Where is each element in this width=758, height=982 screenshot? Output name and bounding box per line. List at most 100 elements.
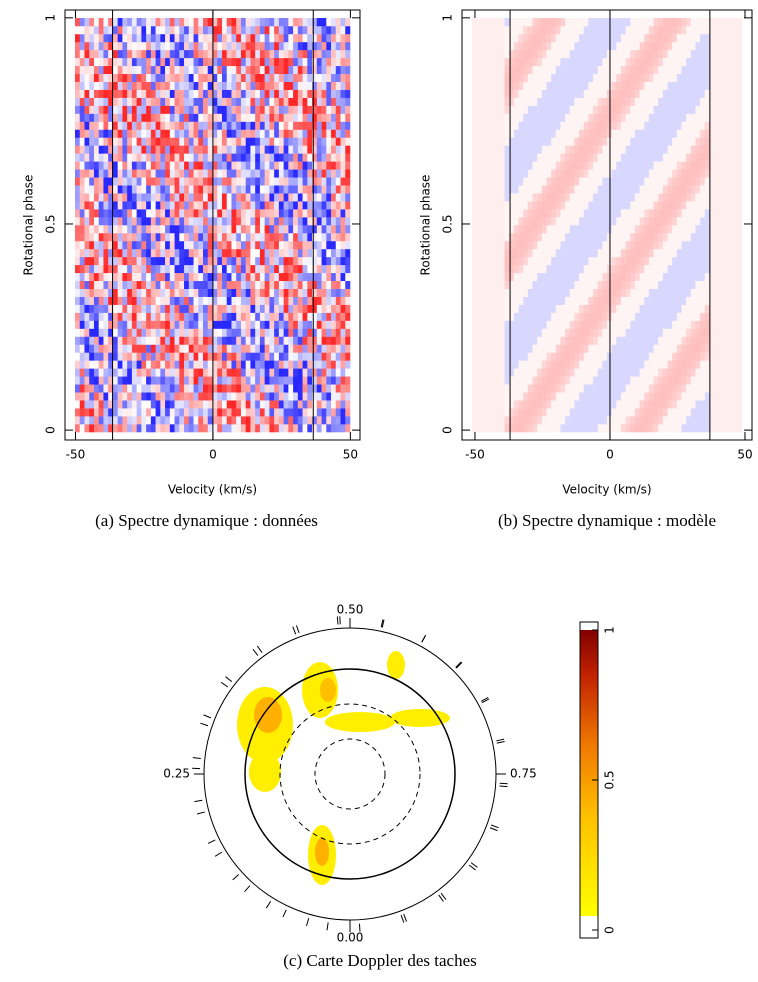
cell <box>99 360 104 368</box>
cell <box>686 329 691 337</box>
cell <box>203 321 208 329</box>
cell <box>265 241 270 249</box>
cell <box>495 233 500 241</box>
cell <box>307 42 312 50</box>
cell <box>222 106 227 114</box>
cell <box>303 249 308 257</box>
cell <box>472 185 477 193</box>
cell <box>551 424 556 432</box>
cell <box>175 376 180 384</box>
cell <box>705 336 710 344</box>
cell <box>621 185 626 193</box>
cell <box>331 98 336 106</box>
cell <box>341 384 346 392</box>
cell <box>189 281 194 289</box>
cell <box>80 408 85 416</box>
cell <box>293 201 298 209</box>
cell <box>75 18 80 26</box>
cell <box>560 185 565 193</box>
cell <box>137 329 142 337</box>
cell <box>151 74 156 82</box>
cell <box>472 352 477 360</box>
cell <box>570 424 575 432</box>
cell <box>165 376 170 384</box>
cell <box>184 344 189 352</box>
cell <box>477 257 482 265</box>
cell <box>630 321 635 329</box>
cell <box>84 384 89 392</box>
cell <box>89 129 94 137</box>
cell <box>208 58 213 66</box>
cell <box>519 249 524 257</box>
cell <box>672 313 677 321</box>
cell <box>663 217 668 225</box>
cell <box>345 297 350 305</box>
cell <box>723 352 728 360</box>
cell <box>602 384 607 392</box>
cell <box>519 273 524 281</box>
cell <box>728 257 733 265</box>
cell <box>198 177 203 185</box>
cell <box>677 352 682 360</box>
cell <box>303 153 308 161</box>
cell <box>322 352 327 360</box>
cell <box>345 18 350 26</box>
cell <box>602 392 607 400</box>
cell <box>203 400 208 408</box>
cell <box>570 169 575 177</box>
cell <box>486 400 491 408</box>
cell <box>626 360 631 368</box>
cell <box>94 408 99 416</box>
cell <box>505 305 510 313</box>
cell <box>668 265 673 273</box>
cell <box>122 98 127 106</box>
cell <box>103 297 108 305</box>
cell <box>298 185 303 193</box>
cell <box>94 201 99 209</box>
cell <box>672 297 677 305</box>
cell <box>175 66 180 74</box>
cell <box>194 161 199 169</box>
cell <box>728 392 733 400</box>
cell <box>533 185 538 193</box>
cell <box>317 66 322 74</box>
cell <box>241 137 246 145</box>
cell <box>307 336 312 344</box>
cell <box>160 185 165 193</box>
cell <box>113 241 118 249</box>
cell <box>612 201 617 209</box>
cell <box>269 257 274 265</box>
cell <box>728 360 733 368</box>
cell <box>303 297 308 305</box>
cell <box>170 416 175 424</box>
cell <box>203 169 208 177</box>
cell <box>584 281 589 289</box>
cell <box>89 400 94 408</box>
cell <box>528 305 533 313</box>
cell <box>537 289 542 297</box>
cell <box>246 281 251 289</box>
cell <box>113 289 118 297</box>
cell <box>160 336 165 344</box>
cell <box>723 376 728 384</box>
cell <box>714 169 719 177</box>
cell <box>630 336 635 344</box>
cell <box>635 336 640 344</box>
cell <box>203 329 208 337</box>
cell <box>505 329 510 337</box>
cell <box>118 241 123 249</box>
cell <box>208 424 213 432</box>
cell <box>491 233 496 241</box>
cell <box>654 352 659 360</box>
cell <box>672 321 677 329</box>
cell <box>345 241 350 249</box>
cell <box>644 384 649 392</box>
cell <box>103 281 108 289</box>
cell <box>579 305 584 313</box>
cell <box>588 169 593 177</box>
cell <box>681 193 686 201</box>
cell <box>236 34 241 42</box>
cell <box>626 376 631 384</box>
cell <box>714 400 719 408</box>
cell <box>640 225 645 233</box>
